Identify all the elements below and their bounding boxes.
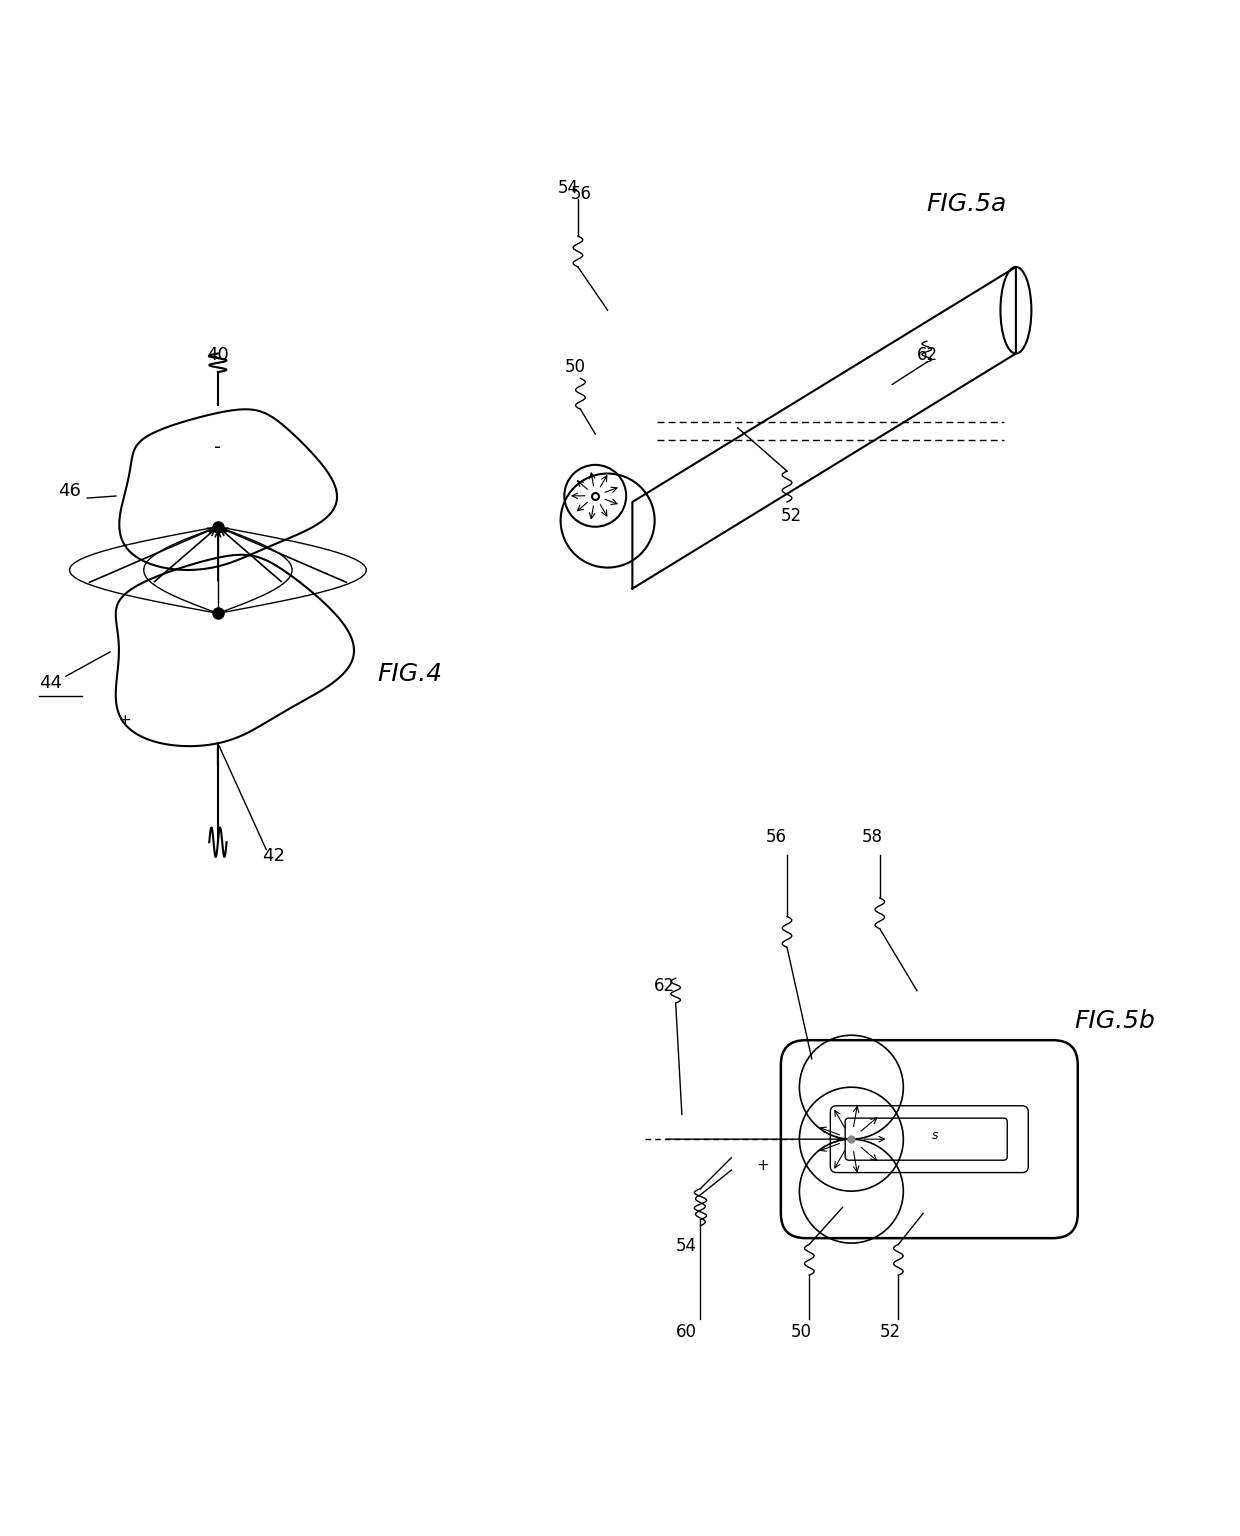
Text: s: s [932,1129,939,1143]
Text: 62: 62 [916,346,937,364]
Text: 56: 56 [570,184,591,203]
Text: 60: 60 [676,1322,697,1341]
Text: 54: 54 [676,1236,697,1255]
Text: FIG.5a: FIG.5a [926,192,1007,217]
Text: 52: 52 [781,507,802,525]
Text: FIG.4: FIG.4 [377,662,443,687]
Text: 50: 50 [564,358,585,376]
Text: +: + [119,713,131,728]
Text: 40: 40 [207,346,229,364]
Text: 54: 54 [558,178,579,197]
Text: FIG.5b: FIG.5b [1074,1009,1156,1032]
FancyBboxPatch shape [781,1040,1078,1238]
Text: -: - [215,438,222,456]
Text: 42: 42 [262,846,285,865]
Text: 56: 56 [766,828,787,846]
FancyBboxPatch shape [846,1118,1007,1160]
Text: 46: 46 [58,482,81,499]
Text: +: + [756,1158,769,1174]
Text: 44: 44 [40,674,62,691]
Text: 62: 62 [653,977,675,995]
Text: 52: 52 [880,1322,901,1341]
FancyBboxPatch shape [831,1106,1028,1172]
Text: 50: 50 [791,1322,812,1341]
Text: 58: 58 [862,828,882,846]
